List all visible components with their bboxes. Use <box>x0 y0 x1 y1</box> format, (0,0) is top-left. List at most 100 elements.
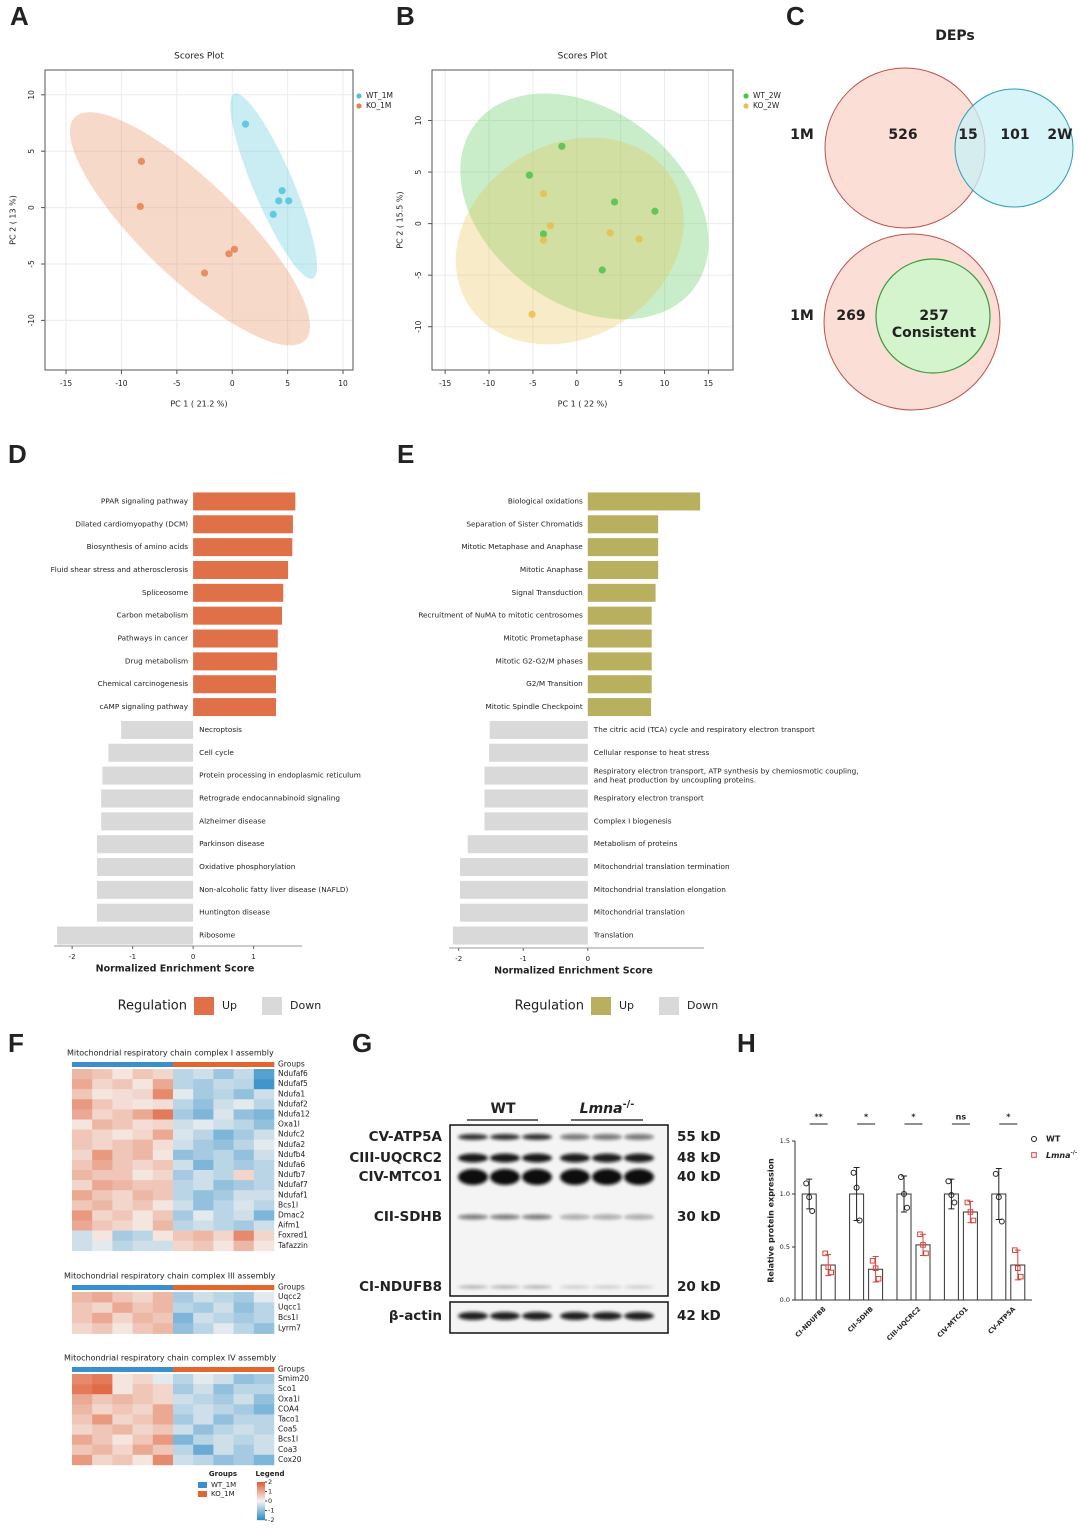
category-label: Biological oxidations <box>508 496 583 505</box>
legend-title: Regulation <box>515 999 584 1014</box>
heatmap-cell <box>72 1312 93 1324</box>
heatmap-cell <box>92 1079 113 1090</box>
colorbar-step <box>257 1484 265 1486</box>
confidence-ellipse <box>460 93 709 320</box>
size-label: 48 kD <box>677 1150 721 1166</box>
size-label: 42 kD <box>677 1308 721 1324</box>
heatmap-cell <box>72 1220 93 1231</box>
heatmap-cell <box>72 1079 93 1090</box>
heatmap-cell <box>72 1149 93 1161</box>
chart-title: Scores Plot <box>174 52 224 62</box>
heatmap-cell <box>253 1323 275 1334</box>
heatmap-cell <box>132 1424 154 1435</box>
venn-set <box>875 258 991 374</box>
point <box>923 1250 929 1257</box>
legend-label: Down <box>687 999 718 1012</box>
heatmap-cell <box>193 1200 214 1211</box>
heatmap-cell <box>132 1323 154 1334</box>
y-tick-label: 10 <box>414 116 423 126</box>
heatmap-cell <box>253 1109 275 1120</box>
row-label: COA4 <box>278 1404 299 1413</box>
heatmap-cell <box>72 1089 93 1100</box>
heatmap-cell <box>173 1240 194 1252</box>
size-label: 20 kD <box>677 1279 721 1295</box>
bar <box>96 835 194 854</box>
row-label: Taco1 <box>277 1414 300 1423</box>
heatmap-cell <box>233 1200 255 1211</box>
heatmap-cell <box>173 1312 194 1324</box>
error-bar <box>872 1256 879 1283</box>
blot-frame <box>449 1124 669 1297</box>
point <box>850 1169 857 1176</box>
group-cell <box>132 1285 154 1290</box>
heatmap-cell <box>112 1454 133 1466</box>
panel-letter: C <box>786 1 805 31</box>
category-label: Recruitment of NuMA to mitotic centrosom… <box>418 611 583 620</box>
heatmap-cell <box>112 1210 133 1221</box>
blot-band <box>458 1153 488 1163</box>
heatmap-cell <box>233 1240 255 1252</box>
heatmap-cell <box>193 1454 214 1466</box>
plot-frame <box>44 69 354 371</box>
heatmap-cell <box>152 1190 174 1201</box>
venn-count: 15 <box>958 127 977 143</box>
group-cell <box>253 1367 275 1372</box>
heatmap-cell <box>132 1302 154 1314</box>
heatmap-cell <box>253 1099 275 1110</box>
heatmap-cell <box>173 1292 194 1303</box>
y-tick-label: 0.0 <box>780 1296 790 1304</box>
heatmap-cell <box>213 1414 234 1425</box>
heatmap-cell <box>92 1069 113 1080</box>
heatmap-cell <box>112 1129 133 1140</box>
heatmap-cell <box>253 1220 275 1231</box>
protein-label: CV-ATP5A <box>369 1129 443 1145</box>
colorbar-step <box>257 1497 265 1499</box>
heatmap-cell <box>233 1109 255 1120</box>
heatmap-cell <box>253 1384 275 1395</box>
legend-label: KO_1M <box>211 1490 235 1498</box>
category-label: Metabolism of proteins <box>594 839 678 848</box>
legend-label: Lmna-/- <box>1046 1150 1078 1160</box>
heatmap-cell <box>213 1323 234 1334</box>
legend-label: Down <box>290 999 321 1012</box>
colorbar-step <box>257 1503 265 1505</box>
heatmap-cell <box>193 1099 214 1110</box>
legend-label: WT <box>1046 1135 1061 1144</box>
heatmap-cell <box>233 1302 255 1314</box>
blot-band <box>490 1312 520 1320</box>
point <box>539 190 548 198</box>
row-label: Bcs1l <box>278 1313 298 1322</box>
heatmap-cell <box>173 1323 194 1334</box>
heatmap-cell <box>253 1424 275 1435</box>
legend-title: Legend <box>256 1470 285 1478</box>
x-tick-label: 10 <box>338 379 348 388</box>
heatmap-cell <box>132 1099 154 1110</box>
colorbar-step <box>257 1499 265 1501</box>
heatmap-cell <box>233 1180 255 1191</box>
heatmap-cell <box>173 1159 194 1171</box>
significance-label: * <box>1006 1113 1011 1122</box>
heatmap-cell <box>92 1159 113 1171</box>
groups-label: Groups <box>278 1365 305 1374</box>
heatmap-cell <box>173 1434 194 1445</box>
bar <box>489 743 588 762</box>
heatmap-cell <box>253 1119 275 1130</box>
heatmap-cell <box>112 1404 133 1415</box>
blot-band <box>560 1312 590 1320</box>
legend-swatch <box>659 997 679 1015</box>
row-label: Foxred1 <box>278 1231 308 1240</box>
y-tick-label: 1.0 <box>780 1190 790 1198</box>
heatmap-cell <box>193 1109 214 1120</box>
legend-marker <box>356 93 362 99</box>
heatmap-cell <box>173 1069 194 1080</box>
confidence-ellipse <box>455 137 684 345</box>
point <box>200 269 209 277</box>
heatmap-cell <box>213 1444 234 1456</box>
venn-count: 269 <box>836 308 865 324</box>
venn-set-label: 1M <box>790 127 814 143</box>
heatmap-cell <box>213 1230 234 1241</box>
legend-marker <box>1031 1136 1037 1142</box>
group-cell <box>253 1285 275 1290</box>
y-axis-label: Relative protein expression <box>767 1158 776 1283</box>
point <box>995 1194 1002 1201</box>
